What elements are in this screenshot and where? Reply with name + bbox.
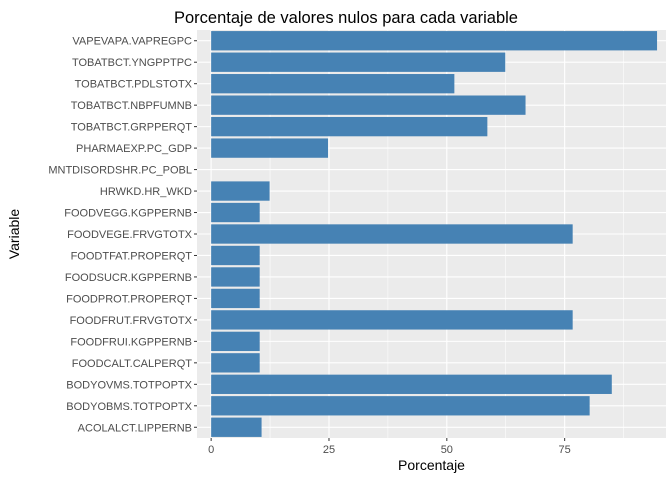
y-tick-label: BODYOVMS.TOTPOPTX — [66, 379, 192, 391]
y-tick-label: MNTDISORDSHR.PC_POBL — [48, 165, 192, 177]
y-tick-label: HRWKD.HR_WKD — [100, 186, 192, 198]
y-tick-label: FOODFRUI.KGPPERNB — [70, 336, 192, 348]
bar — [211, 245, 260, 266]
x-tick-label: 50 — [441, 444, 453, 456]
y-tick-label: VAPEVAPA.VAPREGPC — [72, 36, 192, 48]
chart-title: Porcentaje de valores nulos para cada va… — [174, 9, 518, 27]
bar — [211, 374, 612, 394]
y-tick-label: PHARMAEXP.PC_GDP — [76, 143, 192, 155]
y-tick-label: FOODVEGG.KGPPERNB — [64, 208, 192, 220]
bar — [211, 288, 260, 309]
y-tick-label: TOBATBCT.GRPPERQT — [71, 122, 193, 134]
bar — [211, 116, 488, 137]
y-tick-label: TOBATBCT.PDLSTOTX — [75, 79, 193, 91]
bar — [211, 353, 260, 373]
y-tick-label: FOODTFAT.PROPERQT — [71, 250, 193, 262]
bar — [211, 396, 590, 416]
y-tick-label: BODYOBMS.TOTPOPTX — [66, 401, 192, 413]
y-tick-label: FOODFRUT.FRVGTOTX — [70, 315, 193, 327]
bar — [211, 181, 270, 201]
y-tick-label: TOBATBCT.YNGPPTPC — [72, 57, 192, 69]
y-tick-label: FOODPROT.PROPERQT — [66, 293, 192, 305]
bar — [211, 224, 573, 244]
bar — [211, 267, 260, 287]
y-tick-label: FOODSUCR.KGPPERNB — [65, 272, 192, 284]
bar — [211, 417, 262, 437]
y-tick-label: FOODVEGE.FRVGTOTX — [67, 229, 193, 241]
y-tick-label: ACOLALCT.LIPPERNB — [78, 422, 192, 434]
y-axis: VAPEVAPA.VAPREGPC TOBATBCT.YNGPPTPC TOBATB… — [48, 36, 197, 434]
bar — [211, 74, 455, 94]
bar — [211, 31, 658, 51]
bar — [211, 202, 260, 223]
bar — [211, 52, 506, 72]
y-tick-label: TOBATBCT.NBPFUMNB — [71, 100, 192, 112]
x-axis: 0 25 50 75 — [208, 438, 571, 456]
bar — [211, 310, 573, 330]
bars — [211, 31, 658, 437]
bar — [211, 331, 260, 352]
y-axis-title: Variable — [6, 209, 22, 260]
bar — [211, 138, 329, 158]
y-tick-label: FOODCALT.CALPERQT — [72, 358, 192, 370]
bar — [211, 95, 526, 115]
x-axis-title: Porcentaje — [398, 457, 465, 473]
x-tick-label: 25 — [323, 444, 335, 456]
x-tick-label: 0 — [208, 444, 214, 456]
x-tick-label: 75 — [559, 444, 571, 456]
